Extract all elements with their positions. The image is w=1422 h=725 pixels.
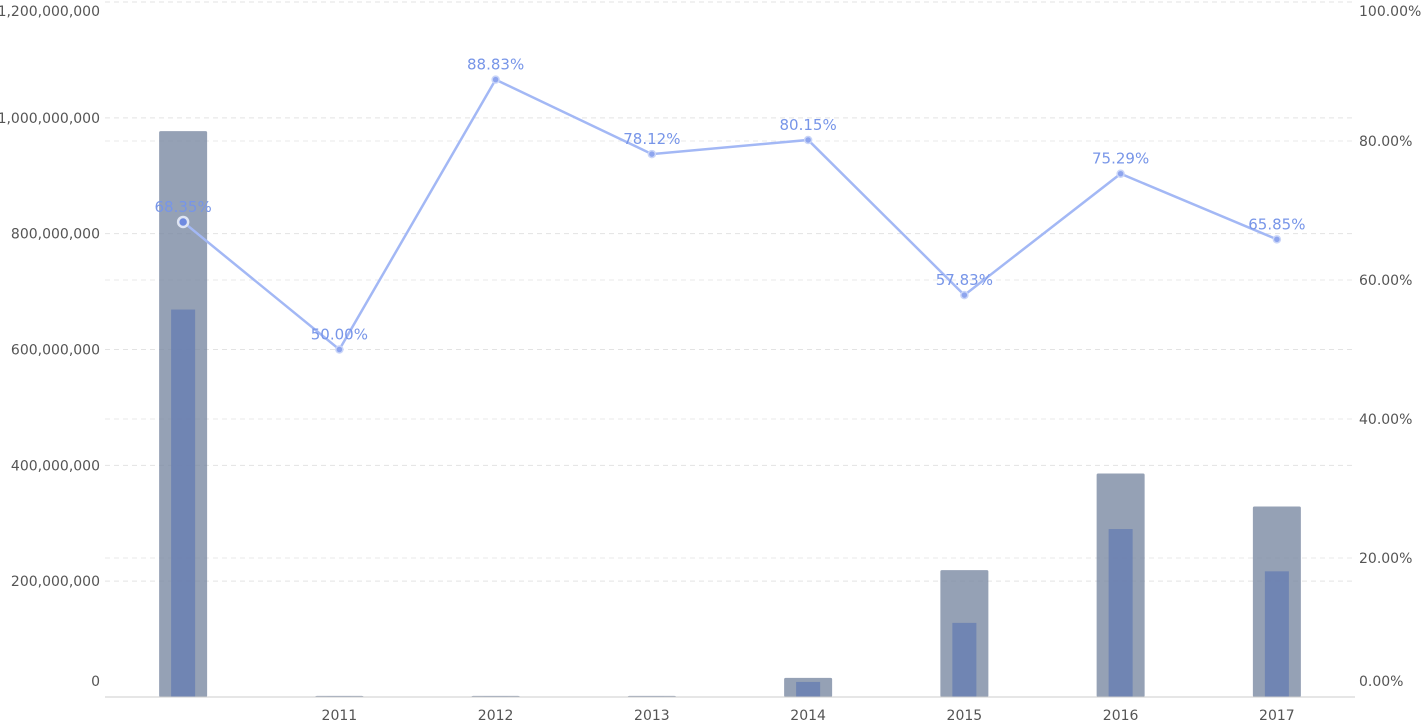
x-tick-label: 2016 bbox=[1103, 708, 1139, 724]
y-left-tick-label: 800,000,000 bbox=[11, 227, 100, 243]
y-right-tick-label: 60.00% bbox=[1359, 273, 1412, 289]
ratio-data-label: 68.35% bbox=[155, 198, 212, 216]
ratio-point bbox=[803, 135, 813, 145]
ratio-data-label: 75.29% bbox=[1092, 150, 1149, 168]
y-right-tick-label: 100.00% bbox=[1359, 4, 1421, 20]
ratio-point bbox=[176, 215, 190, 229]
ratio-line bbox=[182, 78, 1278, 352]
y-left-tick-label: 0 bbox=[91, 674, 100, 690]
ratio-point bbox=[335, 345, 344, 354]
ratio-data-label: 65.85% bbox=[1248, 215, 1305, 233]
ratio-point bbox=[1272, 235, 1282, 244]
y-left-tick-label: 1,000,000,000 bbox=[0, 111, 100, 127]
bar-part bbox=[171, 309, 196, 697]
y-left-tick-label: 400,000,000 bbox=[11, 458, 100, 474]
y-left-tick-label: 200,000,000 bbox=[11, 574, 100, 590]
ratio-data-label: 57.83% bbox=[936, 271, 993, 289]
ratio-data-label: 88.83% bbox=[467, 56, 524, 74]
y-left-tick-label: 1,200,000,000 bbox=[0, 4, 100, 20]
bar-part bbox=[952, 622, 977, 697]
bar-part bbox=[1108, 529, 1133, 697]
ratio-point bbox=[647, 149, 657, 159]
ratio-point bbox=[1116, 169, 1125, 178]
ratio-point bbox=[491, 75, 500, 84]
ratio-point bbox=[960, 290, 969, 300]
y-right-tick-label: 20.00% bbox=[1359, 551, 1412, 567]
y-right-tick-label: 80.00% bbox=[1359, 134, 1412, 150]
x-tick-label: 2012 bbox=[478, 708, 514, 724]
ratio-data-label: 80.15% bbox=[780, 116, 837, 134]
x-tick-label: 2017 bbox=[1259, 708, 1295, 724]
ratio-data-label: 78.12% bbox=[623, 130, 680, 148]
x-tick-label: 2014 bbox=[790, 708, 826, 724]
x-tick-label: 2011 bbox=[322, 708, 358, 724]
bar-part bbox=[1264, 571, 1289, 697]
y-right-tick-label: 40.00% bbox=[1359, 412, 1412, 428]
x-tick-label: 2015 bbox=[947, 708, 983, 724]
y-left-tick-label: 600,000,000 bbox=[11, 343, 100, 359]
ratio-data-label: 50.00% bbox=[311, 326, 368, 344]
y-right-tick-label: 0.00% bbox=[1359, 674, 1403, 690]
x-tick-label: 2013 bbox=[634, 708, 670, 724]
bar-part bbox=[796, 681, 821, 697]
